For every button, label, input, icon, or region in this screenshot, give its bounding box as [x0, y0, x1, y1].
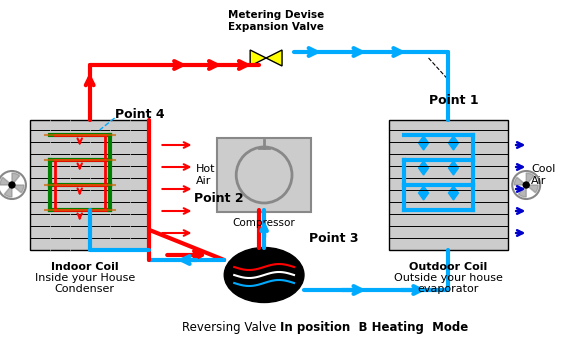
- Text: Point 2: Point 2: [194, 192, 244, 204]
- Text: Inside your House: Inside your House: [35, 273, 135, 283]
- Text: Outside your house: Outside your house: [394, 273, 503, 283]
- Text: Compressor: Compressor: [233, 218, 296, 228]
- Wedge shape: [0, 177, 12, 185]
- Polygon shape: [419, 186, 429, 200]
- Text: evaporator: evaporator: [418, 284, 479, 294]
- Text: Metering Devise: Metering Devise: [228, 10, 324, 20]
- Wedge shape: [12, 173, 20, 185]
- Text: Cool
Air: Cool Air: [531, 164, 556, 186]
- Polygon shape: [266, 50, 282, 66]
- Polygon shape: [448, 161, 459, 175]
- Polygon shape: [419, 136, 429, 150]
- Text: Hot
Air: Hot Air: [196, 164, 216, 186]
- Polygon shape: [250, 50, 266, 66]
- Circle shape: [523, 182, 529, 188]
- Wedge shape: [4, 185, 12, 197]
- Text: Point 3: Point 3: [309, 232, 359, 244]
- Text: Point 4: Point 4: [115, 108, 164, 121]
- Circle shape: [9, 182, 15, 188]
- Text: Point 1: Point 1: [429, 94, 478, 106]
- Polygon shape: [448, 186, 459, 200]
- Wedge shape: [519, 185, 526, 197]
- Polygon shape: [448, 136, 459, 150]
- Ellipse shape: [224, 247, 304, 302]
- Text: Condenser: Condenser: [55, 284, 115, 294]
- FancyBboxPatch shape: [30, 120, 149, 250]
- Text: Expansion Valve: Expansion Valve: [228, 22, 324, 32]
- Wedge shape: [526, 173, 534, 185]
- FancyBboxPatch shape: [217, 138, 311, 212]
- Wedge shape: [514, 177, 526, 185]
- Text: Outdoor Coil: Outdoor Coil: [409, 262, 488, 272]
- Text: In position  B Heating  Mode: In position B Heating Mode: [280, 321, 468, 335]
- Wedge shape: [12, 185, 24, 193]
- Text: Reversing Valve: Reversing Valve: [182, 321, 280, 335]
- FancyBboxPatch shape: [389, 120, 508, 250]
- Text: Indoor Coil: Indoor Coil: [51, 262, 119, 272]
- Wedge shape: [526, 185, 538, 193]
- Polygon shape: [419, 161, 429, 175]
